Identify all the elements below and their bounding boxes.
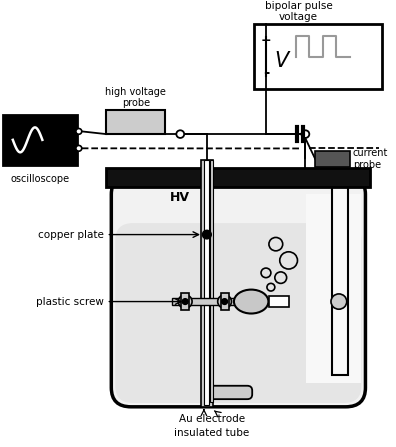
Bar	[307, 194, 360, 383]
Text: high voltage
probe: high voltage probe	[105, 87, 166, 108]
Text: copper plate: copper plate	[38, 230, 103, 240]
Bar	[181, 293, 189, 310]
Circle shape	[331, 294, 347, 309]
Bar	[221, 293, 228, 310]
Circle shape	[222, 299, 228, 304]
FancyBboxPatch shape	[111, 175, 366, 407]
Text: oscilloscope: oscilloscope	[10, 174, 69, 184]
Bar	[210, 160, 213, 402]
Bar	[172, 298, 271, 305]
Circle shape	[178, 295, 192, 308]
Text: plastic screw: plastic screw	[36, 296, 103, 307]
Text: Au electrode: Au electrode	[179, 414, 245, 425]
Circle shape	[301, 130, 309, 138]
Circle shape	[76, 129, 82, 134]
Bar	[269, 296, 289, 307]
Bar	[201, 160, 213, 407]
FancyBboxPatch shape	[208, 386, 252, 399]
Circle shape	[202, 230, 211, 239]
Ellipse shape	[234, 290, 268, 313]
Bar	[107, 110, 166, 134]
Bar	[315, 152, 350, 167]
Circle shape	[76, 145, 82, 151]
Text: current
probe: current probe	[353, 148, 388, 170]
Text: HV: HV	[170, 190, 190, 203]
Text: V: V	[274, 51, 289, 72]
Circle shape	[182, 299, 188, 304]
FancyBboxPatch shape	[115, 223, 362, 403]
Text: +: +	[261, 34, 271, 46]
Circle shape	[218, 295, 232, 308]
Bar	[332, 187, 348, 375]
Bar	[107, 168, 370, 187]
Bar	[254, 24, 382, 89]
Text: bipolar pulse
voltage: bipolar pulse voltage	[265, 0, 332, 22]
Circle shape	[176, 130, 184, 138]
Bar	[204, 160, 209, 405]
Text: insulated tube: insulated tube	[174, 428, 249, 438]
Bar	[3, 115, 77, 165]
Text: -: -	[263, 64, 269, 80]
